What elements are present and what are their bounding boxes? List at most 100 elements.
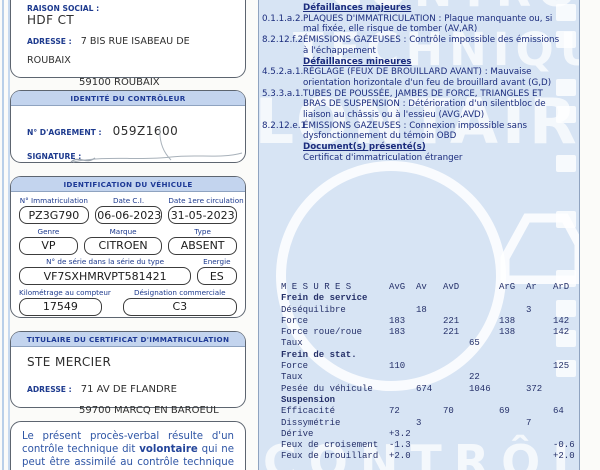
watermark-word: CONTRÔLE	[329, 0, 579, 17]
controller-box: IDENTITÉ DU CONTRÔLEUR N° D'AGREMENT : 0…	[10, 90, 246, 163]
measures-value: 138	[499, 327, 516, 338]
measures-value	[553, 350, 577, 361]
defect-code: 4.5.2.a.1.	[262, 67, 304, 78]
measures-value	[499, 338, 526, 349]
watermark-fragment	[556, 270, 576, 287]
measures-value	[469, 305, 499, 316]
page-edge-rule	[8, 0, 10, 470]
measures-row-label: Force	[281, 361, 309, 372]
vehicle-field-row: Genre VP Marque CITROEN Type ABSENT	[19, 227, 237, 255]
measures-value: -1.3	[389, 440, 411, 451]
watermark-word: VOLONTAIRE	[258, 85, 580, 158]
measures-value	[553, 418, 577, 429]
vehicle-field: Energie ES	[196, 257, 237, 285]
measures-section-label: Frein de service	[281, 293, 368, 304]
measures-row-label: Feux de brouillard	[281, 451, 379, 462]
vehicle-field-row: N° de série dans la série du type VF7SXHM…	[19, 257, 237, 285]
measures-value	[469, 451, 499, 462]
measures-title: M E S U R E S	[281, 282, 352, 292]
raison-social-label: RAISON SOCIAL :	[27, 4, 100, 13]
watermark-word: CONTRÔLE	[263, 435, 579, 470]
measures-value	[499, 451, 526, 462]
measures-value: 3	[416, 417, 422, 428]
measures-value	[443, 372, 469, 383]
measures-column-header	[469, 282, 499, 293]
measures-value	[389, 395, 416, 406]
vehicle-field: Date C.I. 06-06-2023	[95, 196, 162, 224]
watermark-fragment	[556, 330, 576, 347]
measures-value	[499, 305, 526, 316]
vehicle-field-value: CITROEN	[83, 236, 163, 255]
minor-defects-list: 4.5.2.a.1. RÉGLAGE (FEUX DE BROUILLARD AV…	[262, 67, 573, 142]
measures-value	[526, 293, 553, 304]
measures-value: 110	[389, 361, 406, 372]
measures-value	[443, 293, 469, 304]
vehicle-field: Marque CITROEN	[83, 226, 163, 255]
vehicle-field-value: 17549	[19, 297, 102, 316]
measures-value	[469, 327, 499, 338]
measures-row-label: Efficacité	[281, 406, 336, 417]
measures-value	[499, 372, 526, 383]
measures-value	[416, 293, 443, 304]
defect-code: 0.1.1.a.2.	[262, 13, 304, 24]
documents-heading: Document(s) présenté(s)	[303, 142, 426, 153]
measures-value	[553, 429, 577, 440]
measures-column-header: Av	[416, 282, 427, 292]
center-adresse-label: ADRESSE :	[27, 37, 72, 46]
measures-value	[526, 429, 553, 440]
measures-row-label: Pesée du véhicule	[281, 383, 373, 394]
defect-code: 5.3.3.a.1.	[262, 88, 304, 99]
vehicle-box-header: IDENTIFICATION DU VÉHICULE	[11, 177, 245, 192]
measures-value	[499, 418, 526, 429]
vehicle-field-label: Date 1ere circulation	[168, 196, 244, 205]
measures-value	[443, 361, 469, 372]
measures-row-label: Feux de croisement	[281, 440, 379, 451]
measures-table: M E S U R E S AvG Av AvD ArG Ar ArD Frein de se…	[281, 282, 577, 463]
measures-value	[443, 440, 469, 451]
center-name: HDF CT	[27, 13, 75, 27]
agrement-label: N° D'AGREMENT :	[27, 128, 102, 137]
watermark-fragment	[556, 106, 576, 123]
measures-column-header: ArD	[553, 282, 570, 292]
vehicle-field-label: Date C.I.	[112, 196, 145, 205]
vehicle-field-value: C3	[122, 297, 237, 316]
legal-text: Le présent procès-verbal résulte d'un co…	[22, 431, 234, 469]
vehicle-field-value: ES	[196, 267, 237, 285]
measures-section-label: Suspension	[281, 394, 336, 405]
measures-value: 142	[553, 315, 570, 326]
measures-value	[499, 395, 526, 406]
vehicle-fields: N° Immatriculation PZ3G790 Date C.I. 06-06-…	[11, 192, 245, 316]
measures-value: 18	[416, 304, 427, 315]
measures-value	[416, 338, 443, 349]
defect-item: 8.2.12.e.1 ÉMISSIONS GAZEUSES : Connexion…	[262, 121, 573, 142]
measures-value: 69	[499, 406, 510, 417]
defects-section: Défaillances majeures 0.1.1.a.2. PLAQUES …	[259, 0, 579, 164]
holder-address: 71 AV DE FLANDRE	[80, 384, 177, 395]
measures-value	[389, 293, 416, 304]
defect-code: 8.2.12.e.1	[262, 120, 307, 131]
vehicle-field-label: Genre	[37, 226, 60, 236]
measures-value	[526, 406, 553, 417]
measures-value	[416, 372, 443, 383]
vehicle-field-label: N° de série dans la série du type	[46, 257, 165, 266]
measures-value: 22	[469, 372, 480, 383]
watermark-fragment	[556, 155, 576, 172]
vehicle-field-label: Type	[194, 226, 211, 236]
measures-value	[526, 440, 553, 451]
defect-item: 0.1.1.a.2. PLAQUES D'IMMATRICULATION : Pl…	[262, 14, 573, 35]
vehicle-field-label: Marque	[109, 226, 137, 236]
defect-text: PLAQUES D'IMMATRICULATION : Plaque manqu…	[303, 13, 553, 35]
holder-city: 59700 MARCQ EN BAROEUL	[79, 405, 219, 416]
watermark-fragment	[556, 360, 576, 377]
vehicle-field: Date 1ere circulation 31-05-2023	[168, 196, 244, 224]
vehicle-field-label: N° Immatriculation	[19, 196, 88, 205]
holder-box: TITULAIRE DU CERTIFICAT D'IMMATRICULATIO…	[10, 331, 246, 416]
measures-section-label: Frein de stat.	[281, 349, 357, 360]
measures-value: 372	[526, 383, 543, 394]
holder-adresse-label: ADRESSE :	[27, 385, 72, 394]
measures-value	[389, 384, 416, 395]
measures-value: 3	[526, 304, 532, 315]
measures-value	[416, 451, 443, 462]
measures-value	[416, 395, 443, 406]
